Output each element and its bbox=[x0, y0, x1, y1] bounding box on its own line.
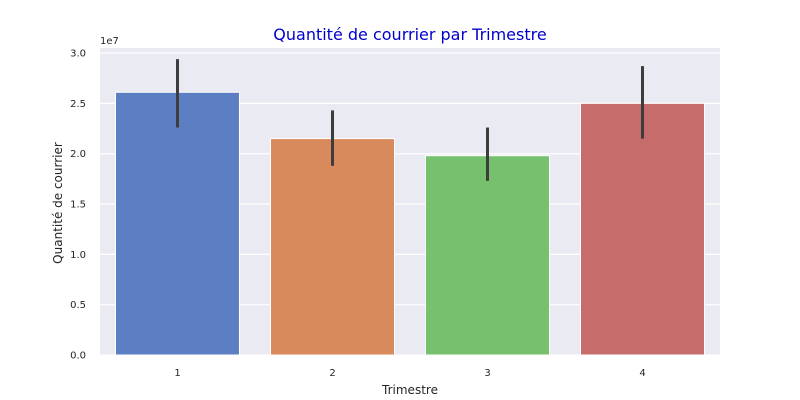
y-tick-label: 1.0 bbox=[70, 250, 86, 261]
y-axis-label: Quantité de courrier bbox=[51, 142, 65, 264]
x-axis-label: Trimestre bbox=[381, 383, 438, 397]
y-tick-label: 2.0 bbox=[70, 149, 86, 160]
bars-group bbox=[115, 91, 705, 356]
y-tick-label: 1.5 bbox=[70, 200, 86, 211]
x-tick-labels: 1 2 3 4 bbox=[174, 368, 645, 379]
x-tick-label: 2 bbox=[329, 368, 335, 379]
y-tick-labels: 0.0 0.5 1.0 1.5 2.0 2.5 3.0 bbox=[70, 49, 86, 362]
bar-3 bbox=[425, 155, 550, 356]
x-tick-label: 1 bbox=[174, 368, 180, 379]
bar-1 bbox=[115, 91, 240, 356]
y-tick-label: 0.0 bbox=[70, 351, 86, 362]
x-tick-label: 3 bbox=[484, 368, 490, 379]
y-tick-label: 0.5 bbox=[70, 300, 86, 311]
chart-title: Quantité de courrier par Trimestre bbox=[273, 25, 546, 44]
bar-4 bbox=[580, 102, 705, 356]
error-bars-group bbox=[176, 59, 644, 181]
y-scale-label: 1e7 bbox=[100, 36, 119, 47]
bar-2 bbox=[270, 138, 395, 356]
y-tick-label: 3.0 bbox=[70, 49, 86, 60]
y-tick-label: 2.5 bbox=[70, 99, 86, 110]
x-tick-label: 4 bbox=[639, 368, 645, 379]
